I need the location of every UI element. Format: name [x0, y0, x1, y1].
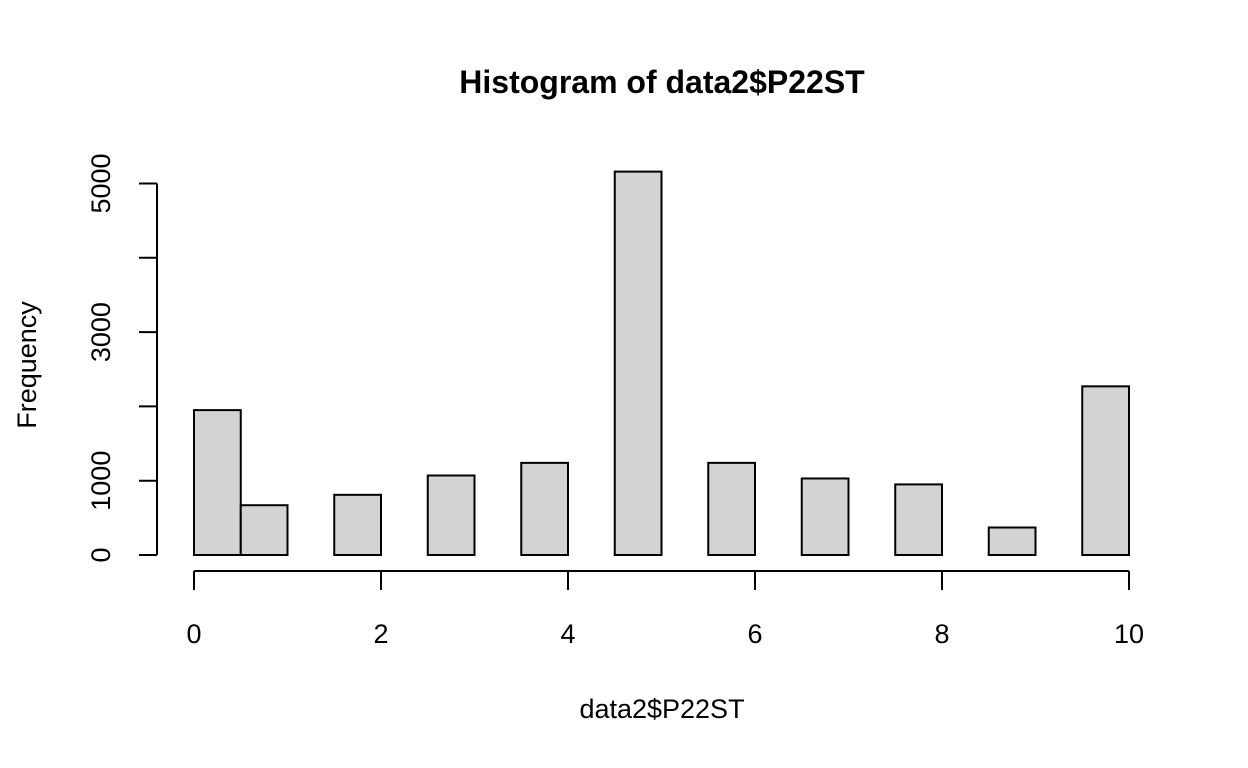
histogram-bar-3 [426, 474, 476, 556]
histogram-bar-5 [613, 170, 663, 556]
x-tick-label: 4 [560, 619, 575, 649]
histogram-bar-6 [707, 461, 756, 557]
y-tick-label: 0 [86, 547, 116, 562]
x-tick-label: 8 [934, 619, 949, 649]
histogram-bar-10 [1081, 385, 1130, 556]
y-tick-label: 3000 [86, 302, 116, 362]
x-axis: 0 2 4 6 8 10 [186, 570, 1144, 649]
histogram-bar-2 [333, 493, 382, 556]
histogram-bar-1 [239, 504, 289, 556]
histogram-bar-8 [894, 483, 943, 557]
y-axis-label: Frequency [12, 301, 42, 429]
histogram-bar-0 [193, 409, 242, 556]
y-tick-label: 5000 [86, 153, 116, 213]
x-tick-label: 6 [747, 619, 762, 649]
x-axis-label: data2$P22ST [579, 694, 744, 724]
histogram-bar-4 [520, 461, 569, 557]
y-axis: 0 1000 3000 5000 [86, 153, 158, 563]
x-tick-label: 0 [186, 619, 201, 649]
x-tick-label: 2 [373, 619, 388, 649]
histogram-bar-7 [800, 477, 850, 557]
x-tick-label: 10 [1114, 619, 1144, 649]
bars-group [193, 170, 1130, 557]
y-tick-label: 1000 [86, 451, 116, 511]
chart-title: Histogram of data2$P22ST [459, 64, 865, 100]
histogram-bar-9 [987, 526, 1037, 556]
